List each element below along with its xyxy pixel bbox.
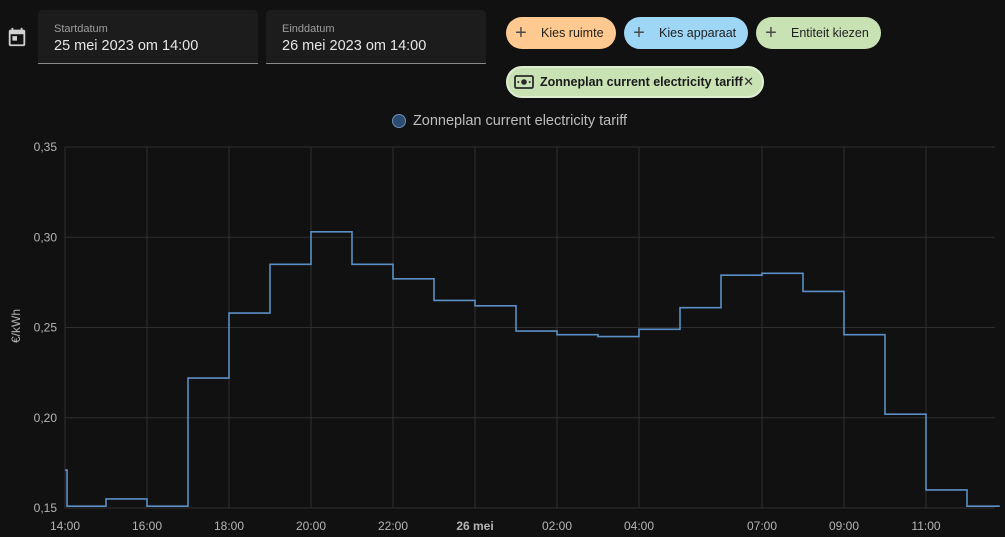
history-chart[interactable]: 0,15 0,20 0,25 0,30 0,35 14:00 16:00 18:00 20:0… <box>0 140 1005 537</box>
y-tick-label: 0,20 <box>34 411 58 425</box>
x-tick-label: 20:00 <box>296 519 326 533</box>
legend-series-label: Zonneplan current electricity tariff <box>412 113 628 129</box>
y-tick-label: 0,35 <box>34 140 58 154</box>
x-tick-label: 26 mei <box>456 519 493 533</box>
choose-entity-chip[interactable]: + Entiteit kiezen <box>756 17 881 49</box>
y-tick-label: 0,30 <box>34 230 58 244</box>
y-axis-label: €/kWh <box>9 309 23 343</box>
choose-room-chip[interactable]: + Kies ruimte <box>506 17 616 49</box>
series-line[interactable] <box>65 231 1000 507</box>
end-date-field[interactable]: Einddatum 26 mei 2023 om 14:00 <box>266 10 486 64</box>
x-tick-label: 04:00 <box>624 519 654 533</box>
y-axis-ticks: 0,15 0,20 0,25 0,30 0,35 <box>34 140 58 515</box>
chart-series[interactable] <box>65 231 1000 507</box>
x-axis-ticks: 14:00 16:00 18:00 20:00 22:00 26 mei 02:00 04:0… <box>50 519 941 533</box>
x-tick-label: 14:00 <box>50 519 80 533</box>
selected-entity-chip[interactable]: Zonneplan current electricity tariff ✕ <box>506 66 764 98</box>
x-tick-label: 11:00 <box>911 519 940 533</box>
calendar-icon[interactable] <box>6 26 28 48</box>
plus-icon: + <box>765 22 777 44</box>
x-tick-label: 16:00 <box>132 519 162 533</box>
x-tick-label: 07:00 <box>747 519 777 533</box>
chart-legend[interactable]: Zonneplan current electricity tariff <box>0 113 1005 129</box>
plus-icon: + <box>515 22 527 44</box>
end-date-value: 26 mei 2023 om 14:00 <box>282 38 427 54</box>
remove-entity-close-icon[interactable]: ✕ <box>743 74 754 89</box>
start-date-field[interactable]: Startdatum 25 mei 2023 om 14:00 <box>38 10 258 64</box>
y-tick-label: 0,25 <box>34 321 58 335</box>
plus-icon: + <box>633 22 645 44</box>
choose-room-label: Kies ruimte <box>541 26 604 40</box>
x-tick-label: 18:00 <box>214 519 244 533</box>
start-date-label: Startdatum <box>54 23 108 35</box>
end-date-label: Einddatum <box>282 23 335 35</box>
x-tick-label: 02:00 <box>542 519 572 533</box>
x-tick-label: 09:00 <box>829 519 859 533</box>
choose-device-chip[interactable]: + Kies apparaat <box>624 17 748 49</box>
choose-device-label: Kies apparaat <box>659 26 737 40</box>
start-date-value: 25 mei 2023 om 14:00 <box>54 38 199 54</box>
chart-grid <box>64 146 995 509</box>
x-tick-label: 22:00 <box>378 519 408 533</box>
legend-series-marker <box>391 114 406 128</box>
cash-icon <box>514 75 534 89</box>
selected-entity-label: Zonneplan current electricity tariff <box>540 75 743 89</box>
choose-entity-label: Entiteit kiezen <box>791 26 869 40</box>
y-tick-label: 0,15 <box>34 501 58 515</box>
